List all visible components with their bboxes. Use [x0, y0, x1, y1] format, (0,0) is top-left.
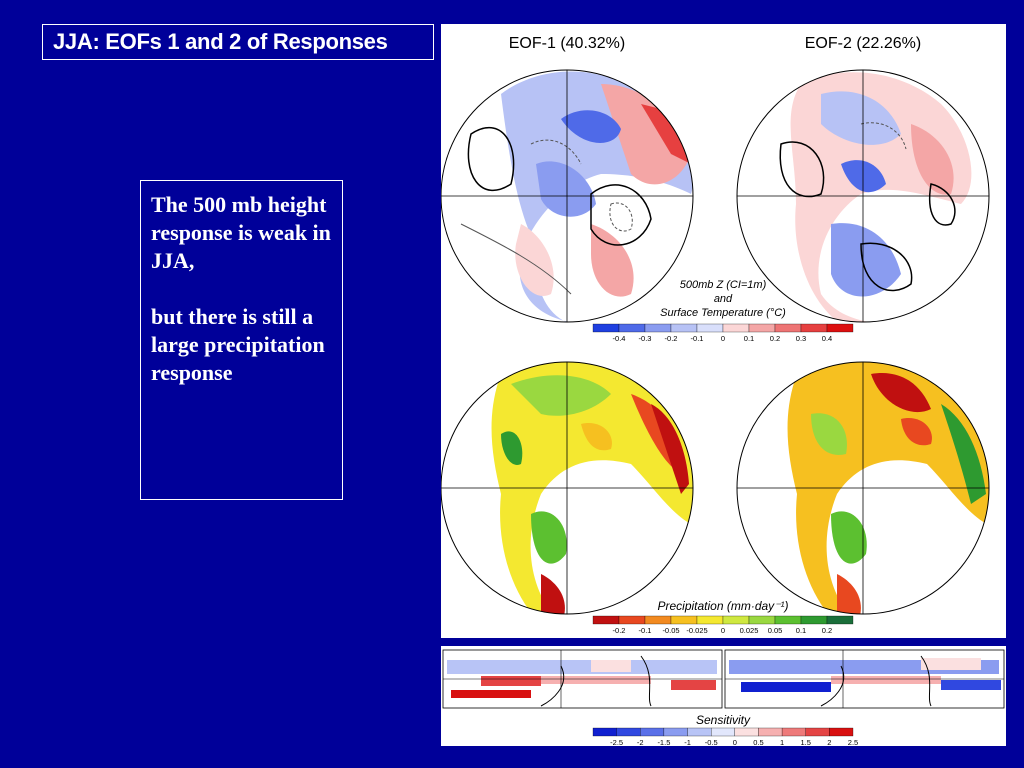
temperature-colorbar-tick-label: -0.1 [691, 334, 704, 343]
precipitation-colorbar-swatch [592, 615, 620, 625]
precipitation-colorbar-swatch [826, 615, 854, 625]
eof2-precipitation-map [736, 361, 990, 615]
temperature-colorbar-tick-label: 0.4 [822, 334, 832, 343]
temperature-colorbar-tick-label: 0.3 [796, 334, 806, 343]
temperature-colorbar-tick-label: 0.1 [744, 334, 754, 343]
sensitivity-map-right [724, 649, 1005, 709]
sensitivity-colorbar-swatch [616, 727, 641, 737]
sensitivity-colorbar-tick-label: -2 [637, 738, 644, 746]
sensitivity-colorbar-tick-label: -2.5 [610, 738, 623, 746]
sensitivity-colorbar-tick-label: 2.5 [848, 738, 858, 746]
precipitation-colorbar: -0.2 -0.1 -0.05 -0.025 0 0.025 0.05 0.1 0.2 [592, 615, 854, 635]
precipitation-colorbar-tick-label: -0.05 [662, 626, 679, 635]
sensitivity-colorbar-tick-label: 1.5 [801, 738, 811, 746]
sensitivity-map-left [442, 649, 723, 709]
precipitation-colorbar-tick-label: -0.1 [639, 626, 652, 635]
note-text-precipitation: but there is still a large precipitation… [151, 304, 325, 385]
precipitation-colorbar-swatch [722, 615, 750, 625]
sensitivity-label: Sensitivity [696, 713, 751, 727]
temperature-colorbar-swatch [748, 323, 776, 333]
sensitivity-colorbar-swatch [829, 727, 854, 737]
eof2-title: EOF-2 (22.26%) [805, 35, 921, 52]
temperature-colorbar: -0.4 -0.3 -0.2 -0.1 0 0.1 0.2 0.3 0.4 [592, 323, 854, 343]
sensitivity-colorbar-tick-label: 0 [733, 738, 737, 746]
sensitivity-colorbar-swatch [640, 727, 665, 737]
sensitivity-colorbar-tick-label: -1.5 [657, 738, 670, 746]
precipitation-colorbar-swatch [618, 615, 646, 625]
sensitivity-colorbar: -2.5 -2 -1.5 -1 -0.5 0 0.5 1 1.5 2 2.5 [592, 727, 858, 747]
eof1-temperature-map [440, 69, 694, 323]
sensitivity-colorbar-swatch [711, 727, 735, 737]
precipitation-label: Precipitation (mm·day⁻¹) [657, 599, 788, 613]
temperature-colorbar-tick-label: -0.4 [613, 334, 626, 343]
eof1-precipitation-map [440, 361, 694, 615]
precipitation-colorbar-tick-label: 0 [721, 626, 725, 635]
sensitivity-colorbar-swatch [687, 727, 712, 737]
temperature-colorbar-swatch [722, 323, 750, 333]
precipitation-colorbar-tick-label: 0.025 [740, 626, 759, 635]
temperature-colorbar-swatch [696, 323, 724, 333]
temperature-colorbar-swatch [774, 323, 802, 333]
eof-figure: EOF-1 (40.32%) EOF-2 (22.26%) [440, 35, 990, 635]
slide-title: JJA: EOFs 1 and 2 of Responses [42, 24, 434, 60]
sensitivity-colorbar-swatch [805, 727, 830, 737]
precipitation-colorbar-tick-label: -0.2 [613, 626, 626, 635]
temperature-legend-label: 500mb Z (CI=1m) and Surface Temperature … [660, 279, 786, 319]
sensitivity-colorbar-swatch [663, 727, 688, 737]
temperature-colorbar-tick-label: 0.2 [770, 334, 780, 343]
precipitation-colorbar-swatch [670, 615, 698, 625]
legend-label-line3: Surface Temperature (°C) [660, 307, 786, 319]
precipitation-colorbar-swatch [644, 615, 672, 625]
temperature-colorbar-swatch [644, 323, 672, 333]
sensitivity-colorbar-tick-label: 2 [827, 738, 831, 746]
temperature-colorbar-tick-label: 0 [721, 334, 725, 343]
precipitation-colorbar-tick-label: -0.025 [686, 626, 707, 635]
legend-label-line2: and [714, 293, 733, 305]
precipitation-colorbar-swatch [748, 615, 776, 625]
precipitation-colorbar-tick-label: 0.2 [822, 626, 832, 635]
precipitation-colorbar-swatch [774, 615, 802, 625]
eof2-temperature-map [736, 69, 990, 323]
precipitation-colorbar-tick-label: 0.1 [796, 626, 806, 635]
sensitivity-colorbar-tick-label: 1 [780, 738, 784, 746]
temperature-colorbar-swatch [800, 323, 828, 333]
sensitivity-colorbar-tick-label: 0.5 [753, 738, 763, 746]
sensitivity-colorbar-swatch [592, 727, 617, 737]
temperature-colorbar-swatch [592, 323, 620, 333]
sensitivity-figure: Sensitivity -2.5 -2 -1.5 -1 -0.5 0 0.5 1 1.5 2 2.5 [442, 649, 1005, 747]
temperature-colorbar-swatch [826, 323, 854, 333]
sensitivity-colorbar-tick-label: -1 [684, 738, 691, 746]
precipitation-colorbar-swatch [696, 615, 724, 625]
sensitivity-colorbar-swatch [781, 727, 806, 737]
temperature-colorbar-swatch [618, 323, 646, 333]
note-box: The 500 mb height response is weak in JJ… [140, 180, 343, 500]
precipitation-colorbar-swatch [800, 615, 828, 625]
legend-label-line1: 500mb Z (CI=1m) [680, 279, 767, 291]
sensitivity-figure-panel: Sensitivity -2.5 -2 -1.5 -1 -0.5 0 0.5 1 1.5 2 2.5 [441, 646, 1006, 747]
temperature-colorbar-tick-label: -0.3 [639, 334, 652, 343]
note-text-height: The 500 mb height response is weak in JJ… [151, 192, 331, 273]
eof-figure-panel: EOF-1 (40.32%) EOF-2 (22.26%) [440, 24, 1006, 638]
temperature-colorbar-tick-label: -0.2 [665, 334, 678, 343]
sensitivity-colorbar-swatch [758, 727, 783, 737]
sensitivity-colorbar-swatch [734, 727, 759, 737]
precipitation-colorbar-tick-label: 0.05 [768, 626, 783, 635]
eof1-title: EOF-1 (40.32%) [509, 35, 625, 52]
sensitivity-colorbar-tick-label: -0.5 [705, 738, 718, 746]
temperature-colorbar-swatch [670, 323, 698, 333]
